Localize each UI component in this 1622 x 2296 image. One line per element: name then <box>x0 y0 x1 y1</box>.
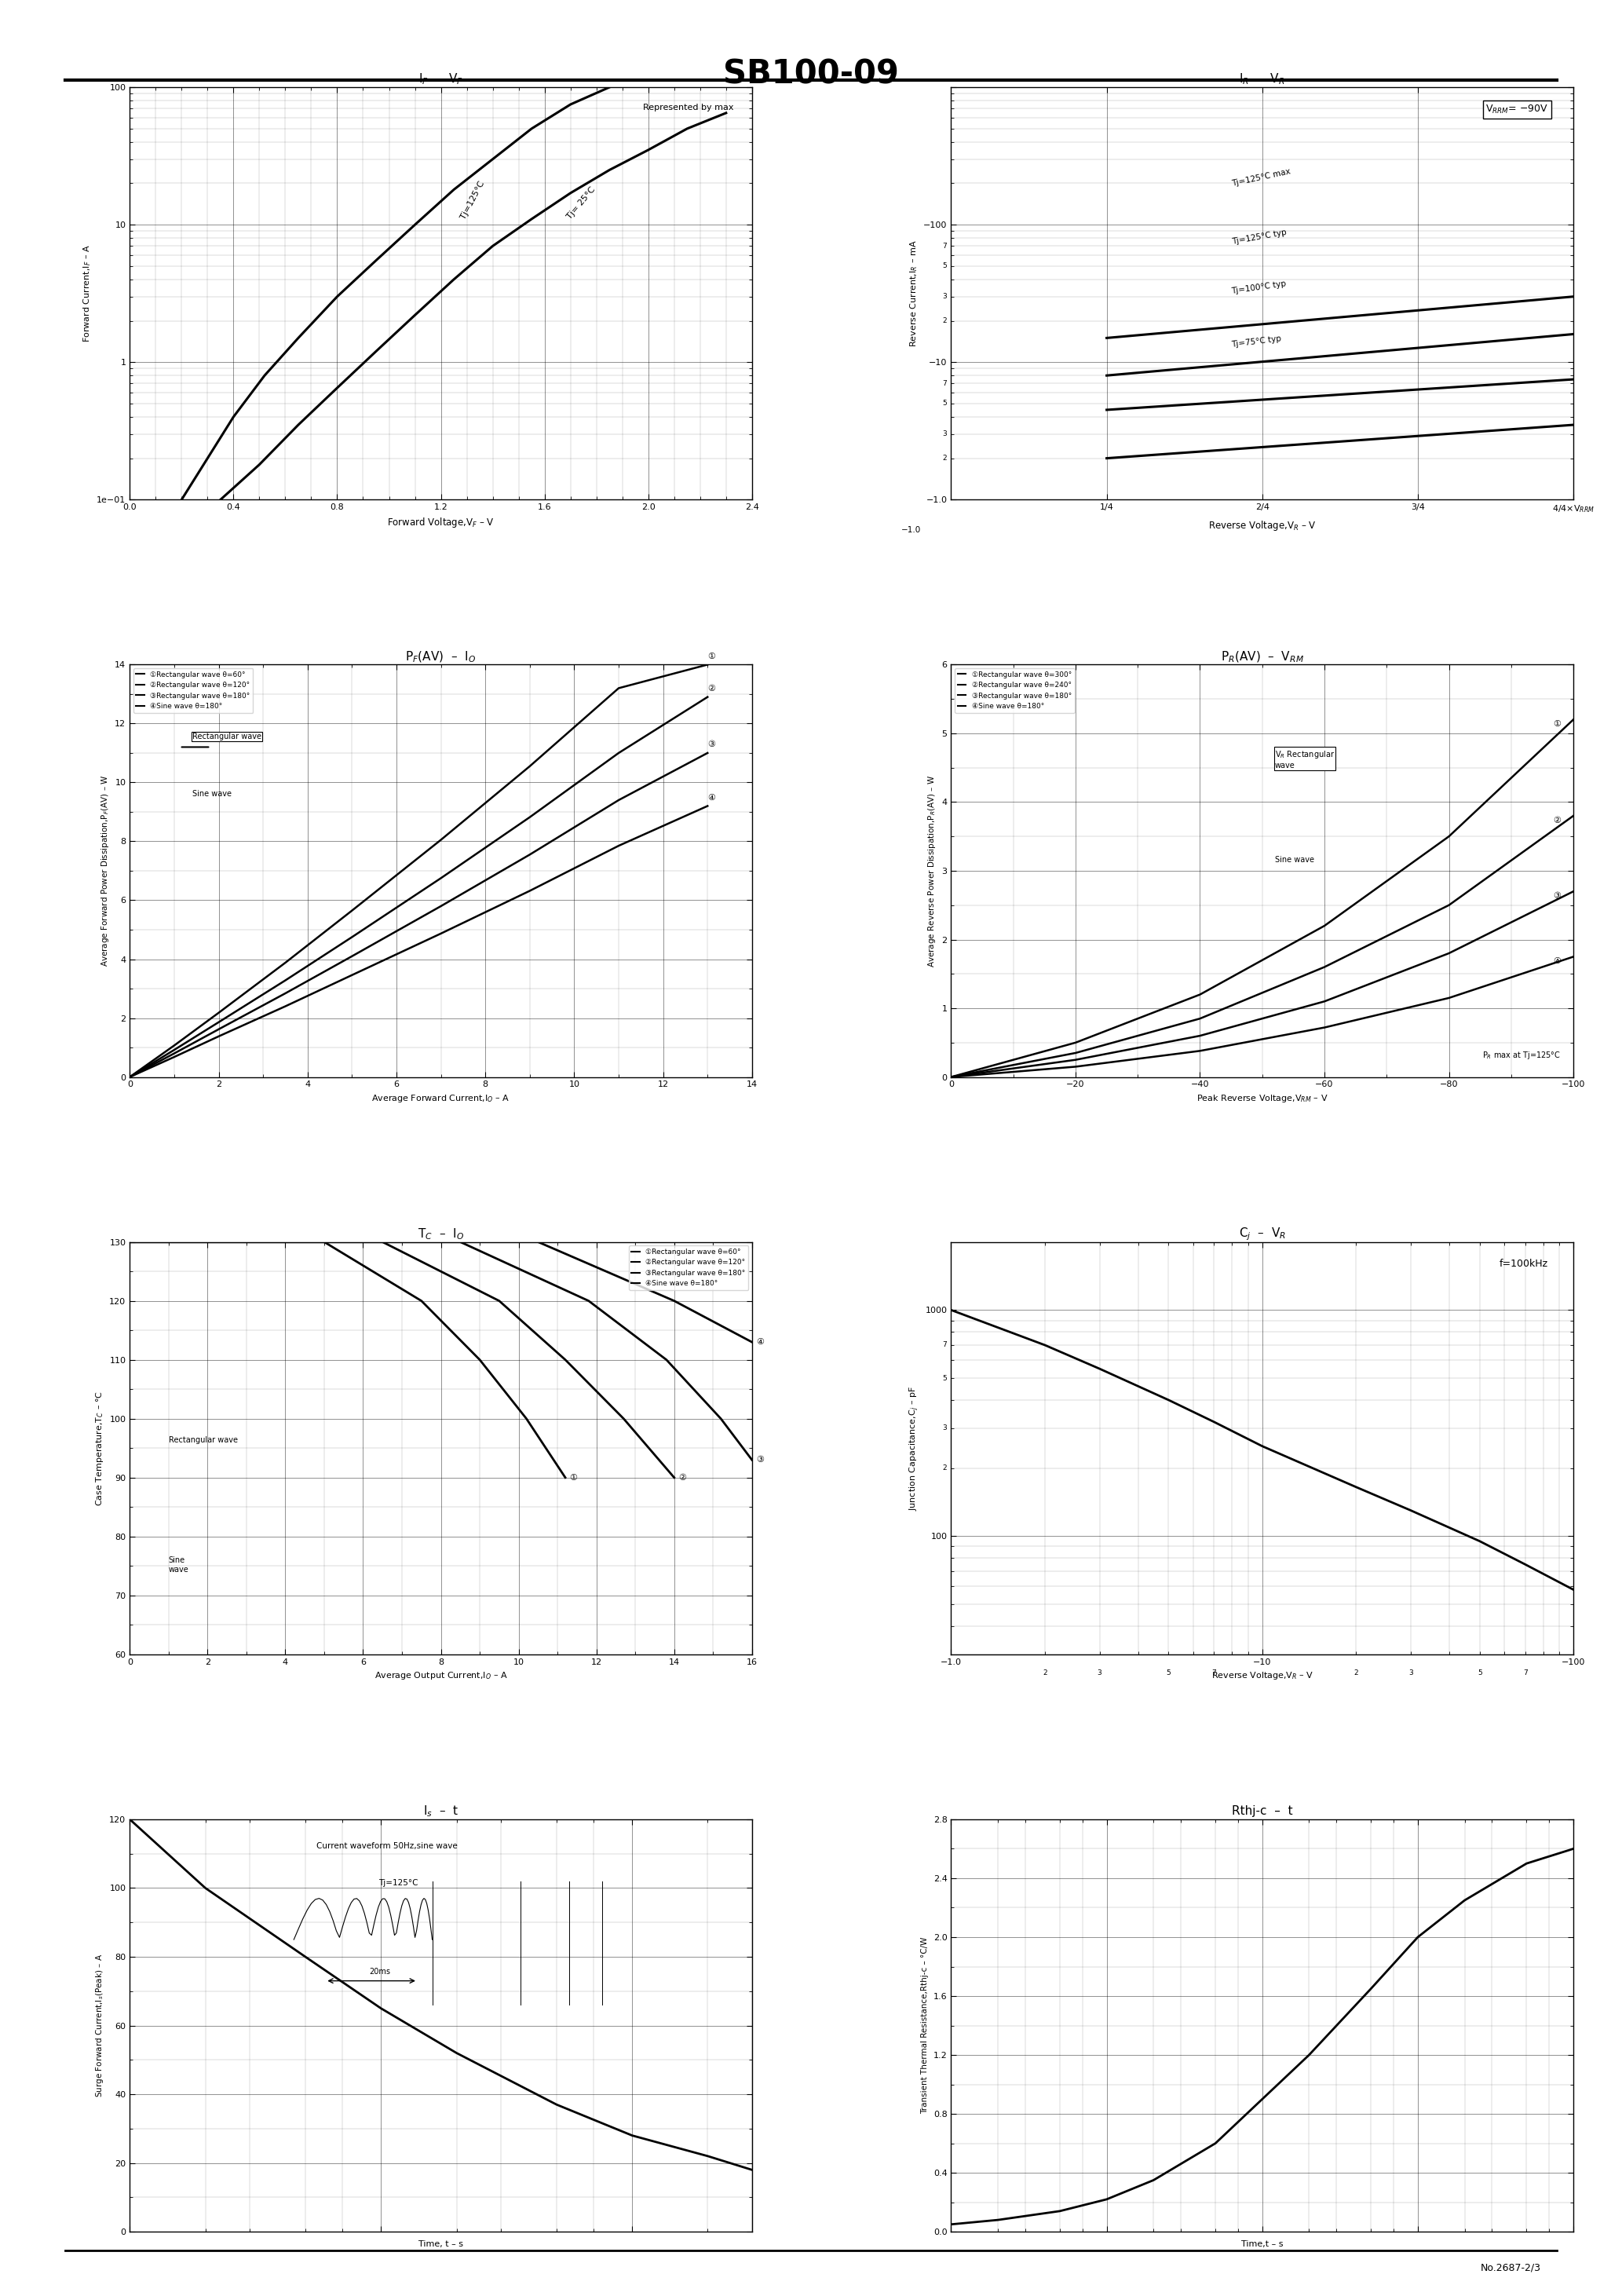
Text: 5: 5 <box>942 1375 947 1382</box>
X-axis label: Average Forward Current,I$_O$ – A: Average Forward Current,I$_O$ – A <box>371 1093 511 1104</box>
Text: 3: 3 <box>942 432 947 439</box>
X-axis label: Average Output Current,I$_O$ – A: Average Output Current,I$_O$ – A <box>375 1671 508 1681</box>
Text: Tj=100°C typ: Tj=100°C typ <box>1231 280 1286 294</box>
Title: T$_C$  –  I$_O$: T$_C$ – I$_O$ <box>418 1226 464 1242</box>
Text: 2: 2 <box>1354 1669 1358 1676</box>
Text: 7: 7 <box>942 379 947 388</box>
X-axis label: Time,t – s: Time,t – s <box>1241 2241 1283 2248</box>
Text: 3: 3 <box>1408 1669 1413 1676</box>
Text: 2: 2 <box>1043 1669 1046 1676</box>
Title: Rthj-c  –  t: Rthj-c – t <box>1231 1805 1293 1818</box>
Text: SB100-09: SB100-09 <box>723 57 899 90</box>
Text: 5: 5 <box>942 400 947 406</box>
Y-axis label: Reverse Current,I$_R$ – mA: Reverse Current,I$_R$ – mA <box>908 239 920 347</box>
Title: C$_j$  –  V$_R$: C$_j$ – V$_R$ <box>1239 1226 1286 1242</box>
Y-axis label: Surge Forward Current,I$_s$(Peak) – A: Surge Forward Current,I$_s$(Peak) – A <box>94 1954 105 2099</box>
Text: V$_{RRM}$= −90V: V$_{RRM}$= −90V <box>1486 103 1549 115</box>
Text: 2: 2 <box>942 317 947 324</box>
X-axis label: Reverse Voltage,V$_R$ – V: Reverse Voltage,V$_R$ – V <box>1212 1671 1314 1681</box>
Text: ②: ② <box>707 684 715 693</box>
Title: I$_F$  –  V$_F$: I$_F$ – V$_F$ <box>418 71 464 87</box>
Text: Rectangular wave: Rectangular wave <box>169 1435 238 1444</box>
Text: 3: 3 <box>942 294 947 301</box>
Text: 7: 7 <box>942 243 947 250</box>
Text: 7: 7 <box>942 1341 947 1348</box>
Text: Tj=125°C max: Tj=125°C max <box>1231 168 1291 188</box>
Text: 5: 5 <box>1166 1669 1171 1676</box>
Text: Sine
wave: Sine wave <box>169 1557 188 1573</box>
Text: Tj=125°C: Tj=125°C <box>459 179 487 220</box>
Text: Sine wave: Sine wave <box>1275 856 1314 863</box>
Text: ④: ④ <box>756 1339 764 1345</box>
Text: 20ms: 20ms <box>370 1968 391 1975</box>
Title: I$_R$  –  V$_R$: I$_R$ – V$_R$ <box>1239 71 1285 87</box>
Text: Represented by max: Represented by max <box>642 103 733 113</box>
Y-axis label: Junction Capacitance,C$_j$ – pF: Junction Capacitance,C$_j$ – pF <box>908 1387 921 1511</box>
Text: 5: 5 <box>1478 1669 1483 1676</box>
Text: 7: 7 <box>1212 1669 1216 1676</box>
Text: Tj= 25°C: Tj= 25°C <box>566 186 597 220</box>
Text: Tj=75°C typ: Tj=75°C typ <box>1231 335 1281 349</box>
X-axis label: Time, t – s: Time, t – s <box>418 2241 464 2248</box>
Legend: ①Rectangular wave θ=60°, ②Rectangular wave θ=120°, ③Rectangular wave θ=180°, ④Si: ①Rectangular wave θ=60°, ②Rectangular wa… <box>133 668 253 712</box>
Text: ①: ① <box>569 1474 577 1481</box>
Text: ④: ④ <box>707 794 715 801</box>
Text: 2: 2 <box>942 455 947 461</box>
Text: 7: 7 <box>1523 1669 1528 1676</box>
Text: Tj=125°C: Tj=125°C <box>378 1878 418 1887</box>
Text: Tj=125°C typ: Tj=125°C typ <box>1231 227 1288 246</box>
Text: Sine wave: Sine wave <box>191 790 232 799</box>
Text: ①: ① <box>707 652 715 661</box>
Text: ②: ② <box>1552 817 1560 824</box>
Legend: ①Rectangular wave θ=300°, ②Rectangular wave θ=240°, ③Rectangular wave θ=180°, ④S: ①Rectangular wave θ=300°, ②Rectangular w… <box>955 668 1074 712</box>
Y-axis label: Case Temperature,T$_C$ – °C: Case Temperature,T$_C$ – °C <box>94 1391 105 1506</box>
Title: P$_R$(AV)  –  V$_{RM}$: P$_R$(AV) – V$_{RM}$ <box>1221 650 1304 664</box>
Text: P$_R$ max at Tj=125°C: P$_R$ max at Tj=125°C <box>1483 1049 1560 1061</box>
X-axis label: Reverse Voltage,V$_R$ – V: Reverse Voltage,V$_R$ – V <box>1208 519 1317 533</box>
Text: ①: ① <box>1552 721 1560 728</box>
Text: Current waveform 50Hz,sine wave: Current waveform 50Hz,sine wave <box>316 1841 457 1851</box>
Text: ④: ④ <box>1552 957 1560 964</box>
Text: V$_R$ Rectangular
wave: V$_R$ Rectangular wave <box>1275 748 1335 769</box>
Y-axis label: Average Reverse Power Dissipation,P$_R$(AV) – W: Average Reverse Power Dissipation,P$_R$(… <box>926 774 938 967</box>
Text: 3: 3 <box>1098 1669 1101 1676</box>
Text: ③: ③ <box>756 1456 764 1465</box>
Text: 2: 2 <box>942 1465 947 1472</box>
Legend: ①Rectangular wave θ=60°, ②Rectangular wave θ=120°, ③Rectangular wave θ=180°, ④Si: ①Rectangular wave θ=60°, ②Rectangular wa… <box>629 1244 748 1290</box>
Text: Rectangular wave: Rectangular wave <box>191 732 261 739</box>
Y-axis label: Transient Thermal Resistance,Rthj-c – °C/W: Transient Thermal Resistance,Rthj-c – °C… <box>921 1938 929 2115</box>
Y-axis label: Forward Current,I$_F$ – A: Forward Current,I$_F$ – A <box>81 243 92 342</box>
Text: ③: ③ <box>707 742 715 748</box>
Y-axis label: Average Forward Power Dissipation,P$_F$(AV) – W: Average Forward Power Dissipation,P$_F$(… <box>99 774 110 967</box>
Text: No.2687-2/3: No.2687-2/3 <box>1481 2264 1541 2273</box>
X-axis label: Forward Voltage,V$_F$ – V: Forward Voltage,V$_F$ – V <box>388 517 495 528</box>
Text: ②: ② <box>678 1474 686 1481</box>
Text: 5: 5 <box>942 262 947 269</box>
Title: I$_s$  –  t: I$_s$ – t <box>423 1805 459 1818</box>
Text: ③: ③ <box>1552 893 1560 900</box>
Text: −1.0: −1.0 <box>902 526 921 535</box>
X-axis label: Peak Reverse Voltage,V$_{RM}$ – V: Peak Reverse Voltage,V$_{RM}$ – V <box>1197 1093 1328 1104</box>
Text: f=100kHz: f=100kHz <box>1500 1258 1549 1270</box>
Title: P$_F$(AV)  –  I$_O$: P$_F$(AV) – I$_O$ <box>406 650 477 664</box>
Text: 3: 3 <box>942 1426 947 1433</box>
